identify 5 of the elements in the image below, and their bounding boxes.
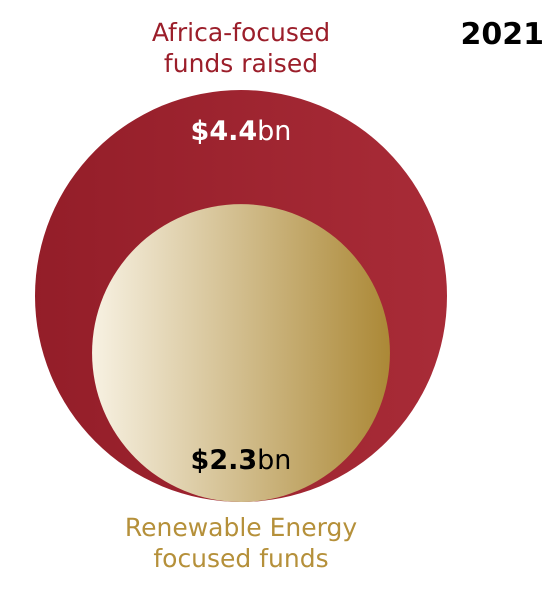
data-label: $4.4bn (190, 116, 292, 147)
category-label: Renewable Energy focused funds (124, 513, 358, 573)
text: 2021 (460, 17, 544, 52)
category-label: Africa-focused funds raised (152, 18, 330, 78)
data-label: $2.3bn (190, 445, 292, 476)
